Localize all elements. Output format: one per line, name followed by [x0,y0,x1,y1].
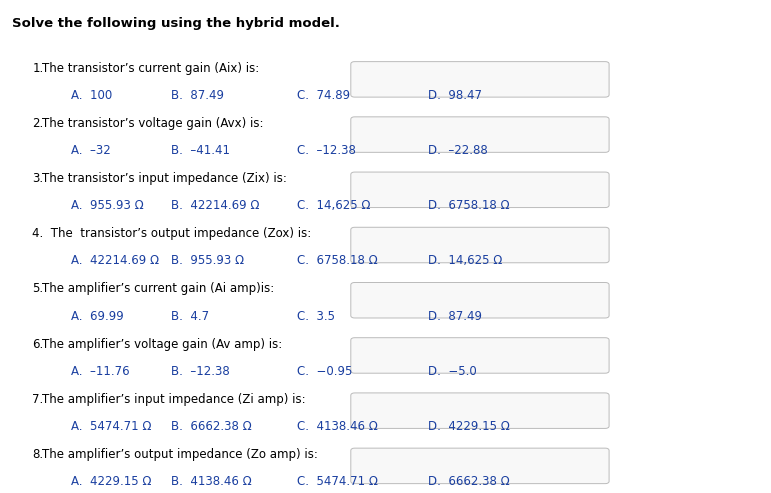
Text: C.  74.89: C. 74.89 [297,89,350,102]
Text: A.  5474.71 Ω: A. 5474.71 Ω [71,420,151,433]
Text: D.  –22.88: D. –22.88 [428,144,487,157]
Text: A.  69.99: A. 69.99 [71,310,123,322]
FancyBboxPatch shape [351,227,609,263]
Text: D.  98.47: D. 98.47 [428,89,482,102]
FancyBboxPatch shape [351,117,609,152]
Text: B.  6662.38 Ω: B. 6662.38 Ω [171,420,252,433]
Text: C.  6758.18 Ω: C. 6758.18 Ω [297,254,378,267]
Text: D.  14,625 Ω: D. 14,625 Ω [428,254,502,267]
Text: 5.: 5. [32,282,43,295]
Text: 8.: 8. [32,448,43,461]
Text: 7.: 7. [32,393,44,406]
FancyBboxPatch shape [351,393,609,428]
Text: A.  –11.76: A. –11.76 [71,365,130,378]
Text: The amplifier’s voltage gain (Av amp) is:: The amplifier’s voltage gain (Av amp) is… [42,338,283,351]
Text: The amplifier’s output impedance (Zo amp) is:: The amplifier’s output impedance (Zo amp… [42,448,318,461]
Text: The amplifier’s current gain (Ai amp)is:: The amplifier’s current gain (Ai amp)is: [42,282,274,295]
Text: A.  4229.15 Ω: A. 4229.15 Ω [71,475,151,488]
Text: A.  42214.69 Ω: A. 42214.69 Ω [71,254,159,267]
FancyBboxPatch shape [351,282,609,318]
Text: C.  –12.38: C. –12.38 [297,144,355,157]
Text: Solve the following using the hybrid model.: Solve the following using the hybrid mod… [12,17,339,30]
Text: A.  955.93 Ω: A. 955.93 Ω [71,199,143,212]
Text: 1.: 1. [32,62,44,74]
Text: The amplifier’s input impedance (Zi amp) is:: The amplifier’s input impedance (Zi amp)… [42,393,306,406]
FancyBboxPatch shape [351,448,609,484]
Text: D.  6662.38 Ω: D. 6662.38 Ω [428,475,510,488]
Text: B.  –41.41: B. –41.41 [171,144,231,157]
Text: 3.: 3. [32,172,43,185]
Text: B.  4.7: B. 4.7 [171,310,209,322]
Text: A.  –32: A. –32 [71,144,111,157]
FancyBboxPatch shape [351,62,609,97]
Text: B.  87.49: B. 87.49 [171,89,224,102]
Text: 4.  The  transistor’s output impedance (Zox) is:: 4. The transistor’s output impedance (Zo… [32,227,311,240]
Text: The transistor’s voltage gain (Avx) is:: The transistor’s voltage gain (Avx) is: [42,117,264,130]
Text: 6.: 6. [32,338,44,351]
Text: The transistor’s input impedance (Zix) is:: The transistor’s input impedance (Zix) i… [42,172,288,185]
FancyBboxPatch shape [351,172,609,208]
Text: D.  4229.15 Ω: D. 4229.15 Ω [428,420,510,433]
Text: B.  4138.46 Ω: B. 4138.46 Ω [171,475,252,488]
Text: D.  −5.0: D. −5.0 [428,365,476,378]
Text: B.  42214.69 Ω: B. 42214.69 Ω [171,199,260,212]
Text: C.  5474.71 Ω: C. 5474.71 Ω [297,475,378,488]
Text: C.  14,625 Ω: C. 14,625 Ω [297,199,370,212]
Text: 2.: 2. [32,117,44,130]
Text: D.  6758.18 Ω: D. 6758.18 Ω [428,199,510,212]
Text: B.  –12.38: B. –12.38 [171,365,230,378]
Text: C.  4138.46 Ω: C. 4138.46 Ω [297,420,378,433]
Text: B.  955.93 Ω: B. 955.93 Ω [171,254,244,267]
FancyBboxPatch shape [351,338,609,373]
Text: C.  3.5: C. 3.5 [297,310,335,322]
Text: A.  100: A. 100 [71,89,113,102]
Text: The transistor’s current gain (Aix) is:: The transistor’s current gain (Aix) is: [42,62,260,74]
Text: C.  −0.95: C. −0.95 [297,365,352,378]
Text: D.  87.49: D. 87.49 [428,310,482,322]
